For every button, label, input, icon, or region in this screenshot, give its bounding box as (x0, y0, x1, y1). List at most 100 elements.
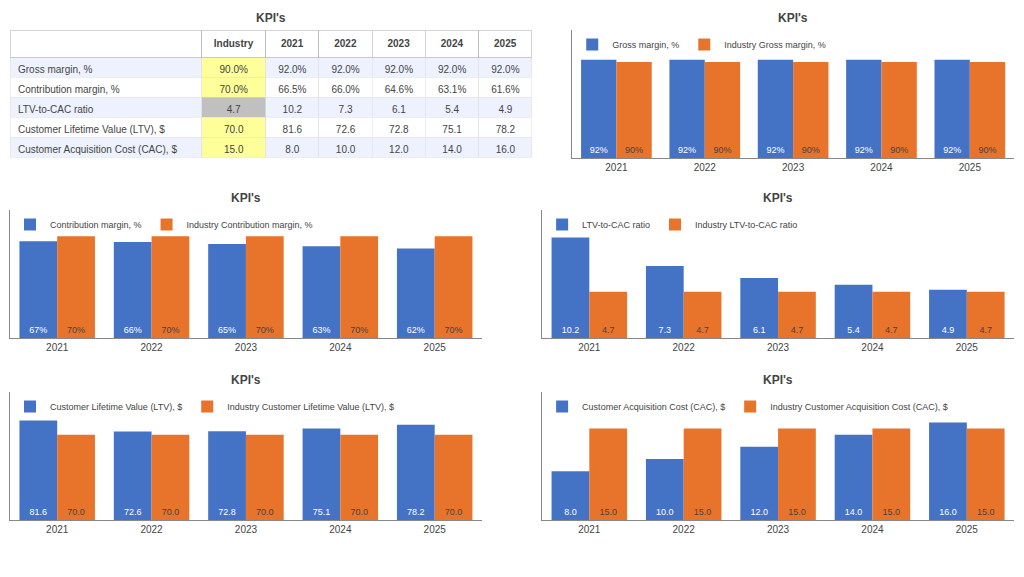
svg-text:78.2: 78.2 (496, 124, 516, 135)
svg-text:70.0: 70.0 (67, 507, 85, 517)
svg-text:2024: 2024 (870, 162, 893, 173)
svg-text:KPI's: KPI's (763, 191, 793, 205)
svg-text:2022: 2022 (334, 38, 357, 49)
svg-text:Customer Lifetime Value (LTV),: Customer Lifetime Value (LTV), $ (50, 402, 182, 412)
svg-text:7.3: 7.3 (339, 104, 353, 115)
svg-text:Industry Gross margin, %: Industry Gross margin, % (724, 40, 826, 50)
svg-text:10.0: 10.0 (656, 507, 674, 517)
svg-text:2025: 2025 (956, 524, 979, 535)
svg-text:2022: 2022 (694, 162, 717, 173)
svg-text:90%: 90% (802, 145, 820, 155)
svg-text:Industry Customer Acquisition: Industry Customer Acquisition Cost (CAC)… (770, 402, 948, 412)
svg-text:78.2: 78.2 (407, 507, 425, 517)
svg-text:2021: 2021 (46, 342, 69, 353)
svg-text:90%: 90% (625, 145, 643, 155)
svg-text:4.7: 4.7 (791, 325, 804, 335)
svg-text:15.0: 15.0 (224, 144, 244, 155)
svg-text:2023: 2023 (767, 524, 790, 535)
svg-text:2024: 2024 (329, 342, 352, 353)
svg-text:7.3: 7.3 (659, 325, 672, 335)
svg-text:75.1: 75.1 (442, 124, 462, 135)
svg-text:6.1: 6.1 (753, 325, 766, 335)
svg-text:2025: 2025 (424, 524, 447, 535)
svg-text:Industry Contribution margin,: Industry Contribution margin, % (187, 220, 313, 230)
svg-text:63%: 63% (312, 325, 330, 335)
svg-text:2025: 2025 (956, 342, 979, 353)
svg-text:Gross margin, %: Gross margin, % (18, 64, 93, 75)
svg-text:14.0: 14.0 (442, 144, 462, 155)
svg-text:4.7: 4.7 (696, 325, 709, 335)
svg-text:Customer Acquisition Cost (CAC: Customer Acquisition Cost (CAC), $ (582, 402, 725, 412)
svg-text:12.0: 12.0 (750, 507, 768, 517)
svg-text:8.0: 8.0 (285, 144, 299, 155)
svg-text:2022: 2022 (673, 342, 696, 353)
svg-text:KPI's: KPI's (763, 373, 793, 387)
svg-text:4.7: 4.7 (602, 325, 615, 335)
svg-text:62%: 62% (407, 325, 425, 335)
svg-text:4.7: 4.7 (979, 325, 992, 335)
svg-text:90.0%: 90.0% (220, 64, 248, 75)
svg-text:4.7: 4.7 (885, 325, 898, 335)
svg-text:2025: 2025 (959, 162, 982, 173)
svg-text:70.0: 70.0 (224, 124, 244, 135)
svg-text:92%: 92% (855, 145, 873, 155)
svg-text:14.0: 14.0 (845, 507, 863, 517)
svg-text:75.1: 75.1 (313, 507, 331, 517)
svg-text:Contribution margin, %: Contribution margin, % (50, 220, 142, 230)
svg-text:16.0: 16.0 (939, 507, 957, 517)
svg-text:2024: 2024 (329, 524, 352, 535)
svg-text:KPI's: KPI's (778, 11, 808, 25)
svg-text:90%: 90% (890, 145, 908, 155)
svg-text:66.5%: 66.5% (278, 84, 306, 95)
svg-text:KPI's: KPI's (256, 11, 286, 25)
svg-text:2021: 2021 (281, 38, 304, 49)
svg-text:92%: 92% (590, 145, 608, 155)
svg-text:10.0: 10.0 (336, 144, 356, 155)
svg-text:92.0%: 92.0% (278, 64, 306, 75)
svg-text:92%: 92% (943, 145, 961, 155)
svg-text:2023: 2023 (235, 524, 258, 535)
svg-text:92%: 92% (678, 145, 696, 155)
svg-text:2022: 2022 (673, 524, 696, 535)
svg-text:2023: 2023 (782, 162, 805, 173)
svg-text:70%: 70% (256, 325, 274, 335)
svg-text:92.0%: 92.0% (491, 64, 519, 75)
svg-text:72.8: 72.8 (389, 124, 409, 135)
svg-text:Customer Acquisition Cost (CAC: Customer Acquisition Cost (CAC), $ (18, 144, 177, 155)
svg-text:10.2: 10.2 (283, 104, 303, 115)
svg-text:5.4: 5.4 (847, 325, 860, 335)
svg-text:61.6%: 61.6% (491, 84, 519, 95)
svg-text:12.0: 12.0 (389, 144, 409, 155)
svg-text:65%: 65% (218, 325, 236, 335)
svg-text:KPI's: KPI's (231, 191, 261, 205)
svg-text:67%: 67% (29, 325, 47, 335)
svg-text:70.0%: 70.0% (220, 84, 248, 95)
svg-text:90%: 90% (978, 145, 996, 155)
svg-text:15.0: 15.0 (788, 507, 806, 517)
svg-text:2022: 2022 (140, 524, 163, 535)
svg-text:4.9: 4.9 (498, 104, 512, 115)
svg-text:4.9: 4.9 (942, 325, 955, 335)
svg-text:8.0: 8.0 (564, 507, 577, 517)
svg-text:2024: 2024 (861, 342, 884, 353)
svg-text:92.0%: 92.0% (331, 64, 359, 75)
svg-text:KPI's: KPI's (231, 373, 261, 387)
svg-text:70.0: 70.0 (445, 507, 463, 517)
svg-text:Industry LTV-to-CAC ratio: Industry LTV-to-CAC ratio (695, 220, 797, 230)
svg-text:2023: 2023 (387, 38, 410, 49)
svg-text:66%: 66% (124, 325, 142, 335)
svg-text:92.0%: 92.0% (385, 64, 413, 75)
svg-text:6.1: 6.1 (392, 104, 406, 115)
svg-text:16.0: 16.0 (496, 144, 516, 155)
svg-text:64.6%: 64.6% (385, 84, 413, 95)
svg-text:Customer Lifetime Value (LTV),: Customer Lifetime Value (LTV), $ (18, 124, 165, 135)
svg-text:5.4: 5.4 (445, 104, 459, 115)
svg-text:70.0: 70.0 (162, 507, 180, 517)
svg-text:2025: 2025 (424, 342, 447, 353)
svg-text:Gross margin, %: Gross margin, % (612, 40, 679, 50)
svg-text:92%: 92% (766, 145, 784, 155)
svg-text:90%: 90% (713, 145, 731, 155)
svg-text:LTV-to-CAC ratio: LTV-to-CAC ratio (18, 104, 94, 115)
svg-text:2021: 2021 (46, 524, 69, 535)
svg-text:15.0: 15.0 (694, 507, 712, 517)
